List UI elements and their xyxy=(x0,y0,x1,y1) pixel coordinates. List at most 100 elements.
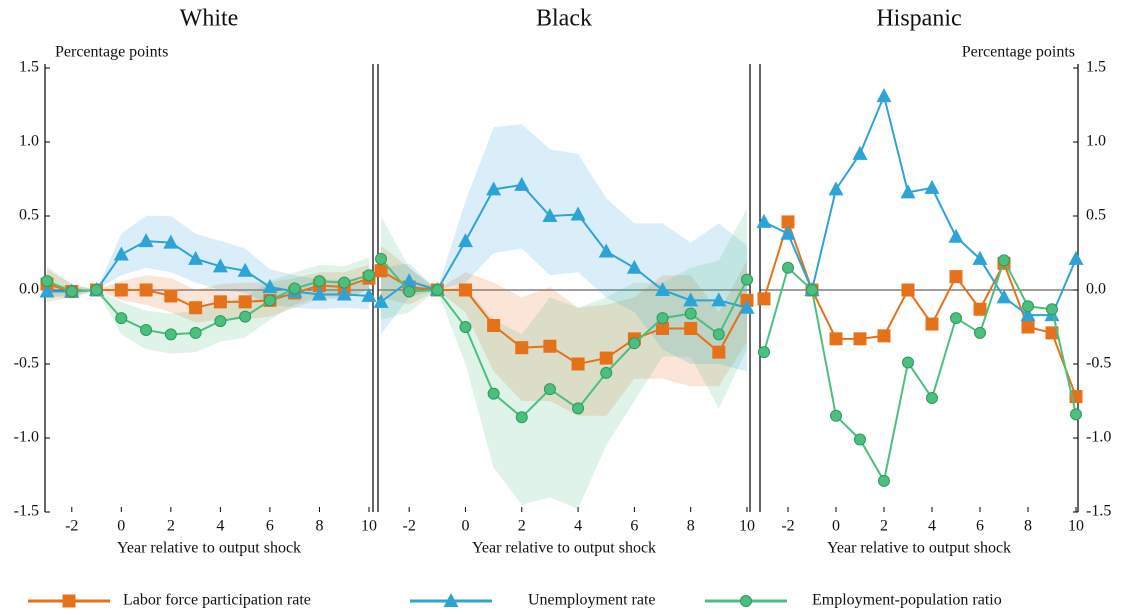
marker xyxy=(313,275,326,288)
x-tick-label: 0 xyxy=(461,518,469,535)
marker xyxy=(756,213,772,228)
chart-title: White xyxy=(180,6,239,32)
chart-title: Black xyxy=(536,6,592,32)
x-axis-label: Year relative to output shock xyxy=(472,540,656,557)
x-tick-label: 10 xyxy=(1068,518,1084,535)
x-tick-label: 2 xyxy=(518,518,526,535)
marker xyxy=(782,261,794,274)
marker xyxy=(655,282,671,296)
y-axis-label: Percentage points xyxy=(962,44,1075,61)
marker xyxy=(457,233,473,248)
x-tick-label: 4 xyxy=(216,518,224,535)
x-tick-label: 6 xyxy=(976,518,984,535)
marker xyxy=(757,292,771,306)
marker xyxy=(854,433,866,446)
marker xyxy=(656,312,669,325)
marker xyxy=(363,269,375,282)
y-tick-label: -1.5 xyxy=(1086,503,1111,520)
marker xyxy=(138,233,154,248)
x-tick-label: 4 xyxy=(928,518,936,535)
marker xyxy=(901,283,915,297)
marker xyxy=(974,326,986,339)
marker xyxy=(212,258,228,273)
legend-label: Employment-population ratio xyxy=(812,592,1002,609)
x-tick-label: 8 xyxy=(1024,518,1032,535)
marker xyxy=(996,289,1012,304)
marker xyxy=(115,312,128,325)
marker xyxy=(114,283,128,297)
marker xyxy=(514,176,530,191)
marker xyxy=(926,392,938,405)
marker xyxy=(188,250,204,265)
marker xyxy=(598,243,614,258)
marker xyxy=(998,254,1010,267)
marker xyxy=(263,294,276,307)
x-tick-label: 6 xyxy=(630,518,638,535)
marker xyxy=(113,246,129,261)
y-tick-label: 0.5 xyxy=(19,207,39,224)
marker xyxy=(600,366,613,379)
marker xyxy=(741,273,753,286)
marker xyxy=(373,293,389,308)
marker xyxy=(374,264,388,278)
marker xyxy=(829,332,843,346)
marker xyxy=(189,326,202,339)
y-tick-label: -0.5 xyxy=(14,355,39,372)
marker xyxy=(515,341,529,355)
y-tick-label: 1.0 xyxy=(1086,133,1106,150)
legend-marker xyxy=(62,594,76,608)
marker xyxy=(1070,408,1082,421)
x-tick-label: -2 xyxy=(402,518,415,535)
marker xyxy=(311,286,327,301)
marker xyxy=(684,307,697,320)
marker xyxy=(950,312,962,325)
marker xyxy=(656,321,670,335)
confidence-band xyxy=(47,264,369,323)
marker xyxy=(361,287,377,302)
marker xyxy=(1021,320,1035,334)
y-tick-label: 1.0 xyxy=(19,133,39,150)
marker xyxy=(213,295,227,309)
x-tick-label: 4 xyxy=(574,518,582,535)
x-axis-label: Year relative to output shock xyxy=(117,540,301,557)
marker xyxy=(1046,303,1058,316)
marker xyxy=(459,321,472,333)
marker xyxy=(139,283,153,297)
y-tick-label: 1.5 xyxy=(19,59,39,76)
marker xyxy=(852,145,868,160)
y-axis-label: Percentage points xyxy=(55,44,168,61)
marker xyxy=(712,345,726,359)
marker xyxy=(238,295,252,309)
marker xyxy=(486,181,502,196)
marker xyxy=(214,315,227,328)
marker xyxy=(570,206,586,221)
x-axis-label: Year relative to output shock xyxy=(827,540,1011,557)
marker xyxy=(572,402,585,415)
legend-label: Labor force participation rate xyxy=(123,592,311,609)
x-tick-label: -2 xyxy=(781,518,794,535)
marker xyxy=(739,299,755,314)
marker xyxy=(877,329,891,343)
series-line xyxy=(763,257,1077,484)
series-line xyxy=(47,240,370,297)
marker xyxy=(780,225,796,240)
marker xyxy=(543,383,556,396)
marker xyxy=(1022,300,1034,313)
marker xyxy=(515,411,528,424)
marker xyxy=(599,351,613,365)
marker xyxy=(924,179,940,194)
legend-marker xyxy=(740,595,752,607)
marker xyxy=(487,387,500,400)
y-tick-label: 0.5 xyxy=(1086,207,1106,224)
marker xyxy=(458,283,472,297)
x-tick-label: 10 xyxy=(361,518,377,535)
legend-marker xyxy=(443,593,459,607)
marker xyxy=(972,250,988,265)
chart-title: Hispanic xyxy=(876,6,961,32)
y-tick-label: -1.0 xyxy=(1086,429,1111,446)
marker xyxy=(163,234,179,249)
marker xyxy=(902,356,914,369)
marker xyxy=(876,88,892,103)
marker xyxy=(1068,250,1084,265)
marker xyxy=(403,285,416,298)
